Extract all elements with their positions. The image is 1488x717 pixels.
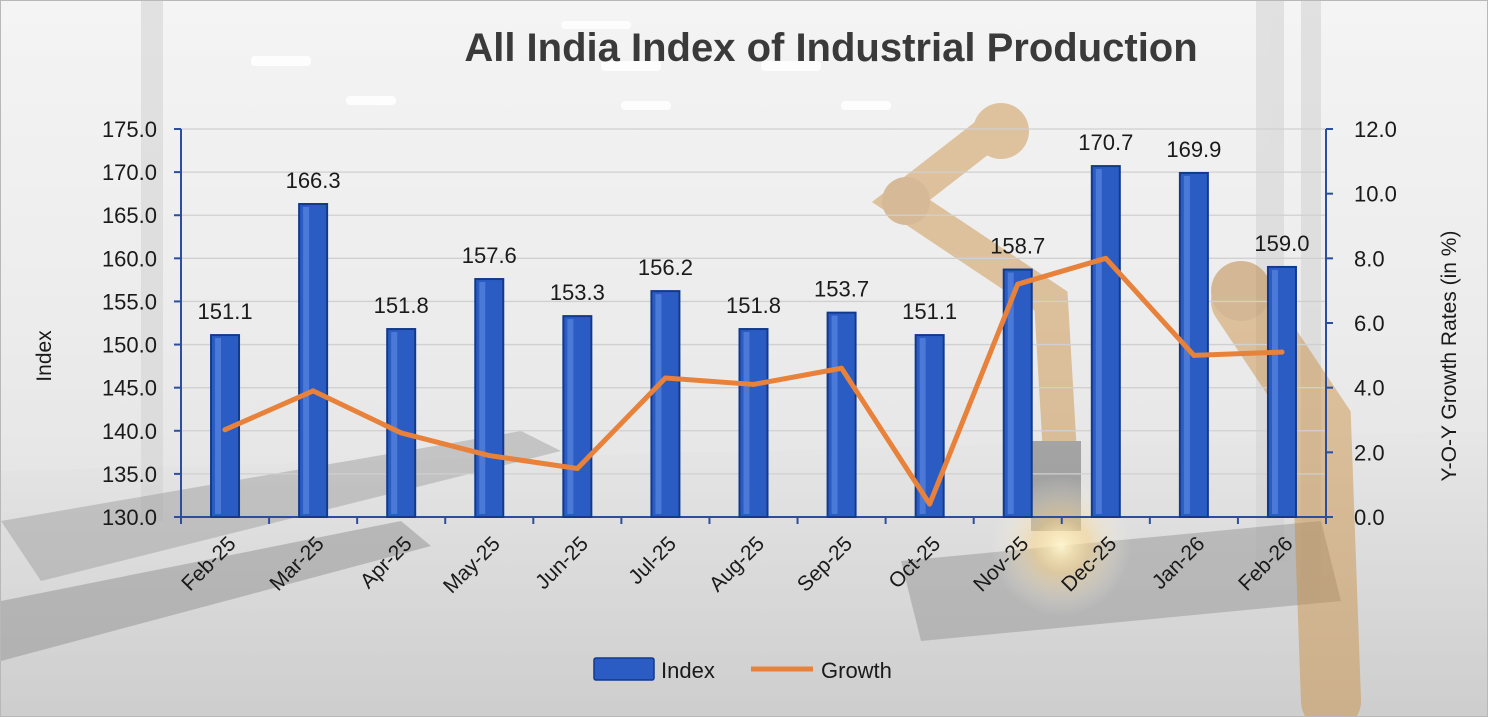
x-label-Nov-25: Nov-25 xyxy=(969,532,1033,596)
growth-line xyxy=(222,255,1285,507)
bar-label-Jul-25: 156.2 xyxy=(638,255,693,280)
bar-highlight xyxy=(919,338,926,514)
y2-tick-label: 12.0 xyxy=(1354,117,1397,142)
y2-tick-label: 4.0 xyxy=(1354,376,1385,401)
growth-point-Jun-25 xyxy=(574,466,580,471)
bar-highlight xyxy=(743,332,750,514)
legend-index-swatch xyxy=(593,657,655,681)
bar-label-Aug-25: 151.8 xyxy=(726,293,781,318)
y2-tick-label: 10.0 xyxy=(1354,182,1397,207)
growth-point-Feb-26 xyxy=(1279,349,1285,355)
bar-highlight xyxy=(215,338,222,514)
growth-point-Sep-25 xyxy=(839,365,845,371)
growth-point-Oct-25 xyxy=(927,501,933,507)
bar-highlight xyxy=(391,332,398,514)
bar-label-Sep-25: 153.7 xyxy=(814,277,869,302)
bar-highlight xyxy=(1271,269,1278,514)
bar-label-Feb-26: 159.0 xyxy=(1254,231,1309,256)
bar-label-Jun-25: 153.3 xyxy=(550,280,605,305)
x-label-Sep-25: Sep-25 xyxy=(793,532,857,596)
bar-highlight xyxy=(567,319,574,514)
y-tick-label: 175.0 xyxy=(102,117,157,142)
growth-point-Nov-25 xyxy=(1015,281,1021,287)
growth-point-Jan-26 xyxy=(1191,352,1197,358)
growth-point-Apr-25 xyxy=(398,430,404,436)
y-tick-label: 135.0 xyxy=(102,462,157,487)
x-label-Jun-25: Jun-25 xyxy=(531,532,593,594)
legend-index-label: Index xyxy=(661,658,715,683)
x-label-Feb-25: Feb-25 xyxy=(177,532,240,595)
y2-tick-label: 0.0 xyxy=(1354,505,1385,530)
y-tick-label: 140.0 xyxy=(102,419,157,444)
bar-highlight xyxy=(831,315,838,514)
bar-highlight xyxy=(1095,169,1102,514)
bar-data-labels: 151.1 166.3 151.8 157.6 153.3 156.2 151.8 153.7… xyxy=(198,130,1310,324)
x-label-Dec-25: Dec-25 xyxy=(1057,532,1121,596)
y2-tick-label: 2.0 xyxy=(1354,440,1385,465)
y2-axis-title: Y-O-Y Growth Rates (in %) xyxy=(1438,231,1461,482)
y-tick-label: 170.0 xyxy=(102,160,157,185)
bar-label-Oct-25: 151.1 xyxy=(902,299,957,324)
right-axis: 0.0 2.0 4.0 6.0 8.0 10.0 12.0 xyxy=(1325,117,1397,530)
bar-label-May-25: 157.6 xyxy=(462,243,517,268)
legend-growth-label: Growth xyxy=(821,658,892,683)
bar-label-Jan-26: 169.9 xyxy=(1166,137,1221,162)
index-bars xyxy=(210,165,1297,519)
x-label-Feb-26: Feb-26 xyxy=(1234,532,1297,595)
x-label-Jan-26: Jan-26 xyxy=(1148,532,1210,594)
y-tick-label: 160.0 xyxy=(102,246,157,271)
x-label-May-25: May-25 xyxy=(439,532,505,598)
y-tick-label: 165.0 xyxy=(102,203,157,228)
ceiling-lights xyxy=(251,21,891,110)
y-tick-label: 130.0 xyxy=(102,505,157,530)
growth-point-Jul-25 xyxy=(662,375,668,381)
x-axis-labels: Feb-25 Mar-25 Apr-25 May-25 Jun-25 Jul-25 Aug-… xyxy=(177,532,1297,598)
y-tick-label: 145.0 xyxy=(102,376,157,401)
y-tick-label: 155.0 xyxy=(102,289,157,314)
y2-tick-label: 6.0 xyxy=(1354,311,1385,336)
x-label-Aug-25: Aug-25 xyxy=(705,532,769,596)
x-label-Mar-25: Mar-25 xyxy=(265,532,328,595)
growth-point-Aug-25 xyxy=(751,381,756,387)
bar-highlight xyxy=(655,294,662,514)
growth-point-Feb-25 xyxy=(222,427,228,433)
y-tick-label: 150.0 xyxy=(102,333,157,358)
bar-label-Feb-25: 151.1 xyxy=(198,299,253,324)
x-label-Jul-25: Jul-25 xyxy=(624,532,681,589)
growth-point-Mar-25 xyxy=(310,388,316,394)
y-axis-title: Index xyxy=(33,330,56,382)
bar-label-Nov-25: 158.7 xyxy=(990,234,1045,259)
bar-label-Apr-25: 151.8 xyxy=(374,293,429,318)
y2-tick-label: 8.0 xyxy=(1354,246,1385,271)
x-label-Apr-25: Apr-25 xyxy=(356,532,417,593)
bar-highlight xyxy=(479,282,486,514)
chart-title: All India Index of Industrial Production xyxy=(464,26,1197,70)
bar-label-Dec-25: 170.7 xyxy=(1078,130,1133,155)
growth-point-May-25 xyxy=(486,453,492,459)
bar-label-Mar-25: 166.3 xyxy=(286,168,341,193)
growth-point-Dec-25 xyxy=(1103,255,1109,261)
legend: Index Growth xyxy=(593,657,892,683)
x-label-Oct-25: Oct-25 xyxy=(884,532,945,593)
bar-highlight xyxy=(1007,272,1014,514)
bar-highlight xyxy=(303,207,310,514)
